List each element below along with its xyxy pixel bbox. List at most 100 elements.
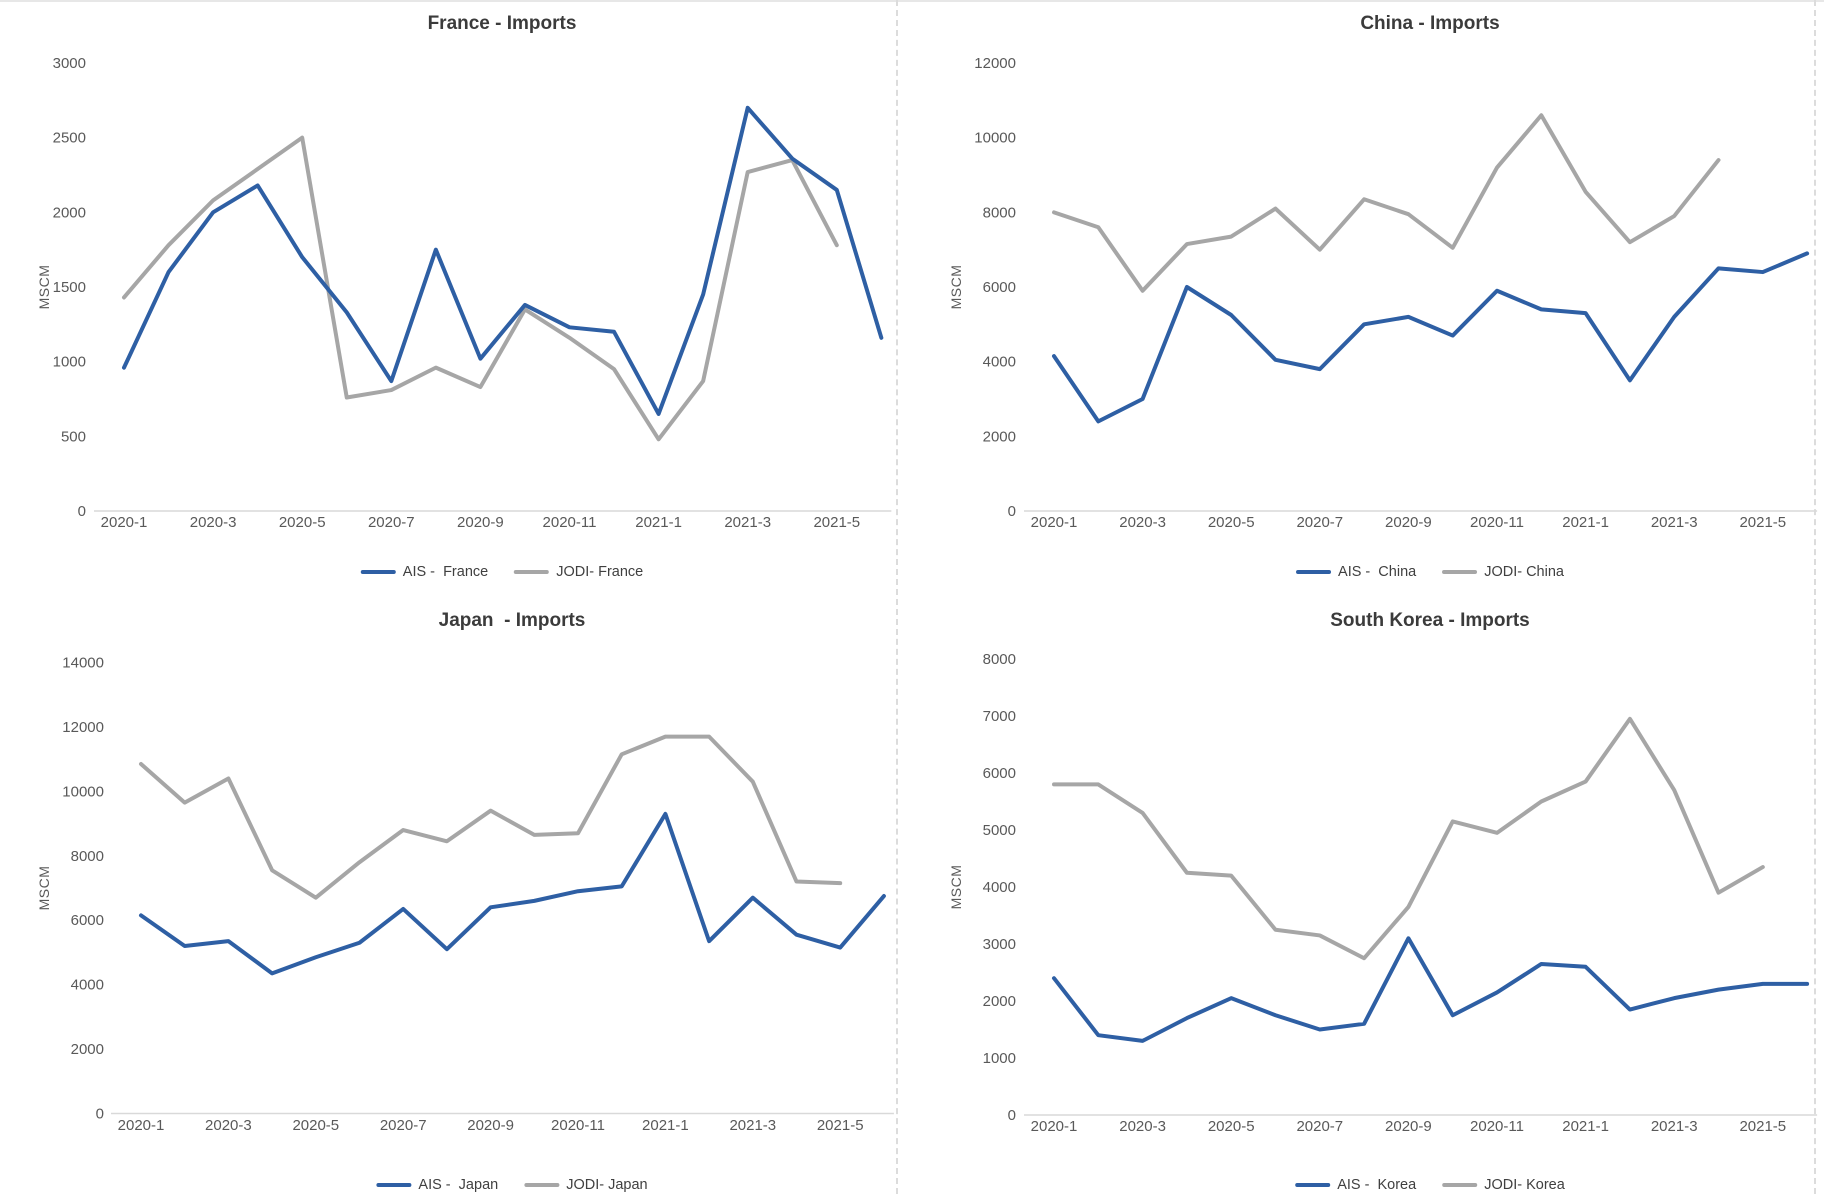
y-tick-label: 6000 [983, 765, 1016, 782]
jodi-line-swatch [514, 570, 550, 574]
chart-panel-south-korea: South Korea - Imports MSCM 0 1000 2000 3000… [912, 597, 1824, 1194]
legend-label: AIS - Japan [418, 1177, 499, 1193]
y-tick-label: 6000 [71, 912, 104, 929]
legend-item-ais: AIS - France [360, 564, 489, 580]
legend-label: JODI- Japan [566, 1177, 648, 1193]
x-tick-label: 2020-3 [190, 514, 237, 531]
ais-line-swatch [360, 570, 396, 574]
x-tick-label: 2020-9 [1385, 1118, 1432, 1135]
x-tick-label: 2020-3 [1119, 1118, 1166, 1135]
jodi-series-line [1052, 113, 1721, 293]
x-tick-label: 2021-5 [817, 1117, 864, 1134]
legend-item-jodi: JODI- France [514, 564, 643, 580]
x-tick-label: 2020-1 [1031, 514, 1078, 531]
legend-label: JODI- Korea [1484, 1177, 1565, 1193]
legend-item-jodi: JODI- China [1442, 564, 1564, 580]
y-tick-label: 10000 [62, 783, 104, 800]
x-tick-label: 2020-11 [551, 1117, 605, 1134]
legend-label: JODI- France [556, 564, 644, 580]
x-tick-label: 2020-7 [1296, 1118, 1343, 1135]
y-tick-label: 2000 [983, 993, 1016, 1010]
x-tick-label: 2021-3 [1651, 1118, 1698, 1135]
x-tick-label: 2021-5 [813, 514, 860, 531]
x-tick-label: 2020-3 [205, 1117, 252, 1134]
chart-panel-france: France - Imports MSCM 0 500 1000 1500 2000 25… [0, 0, 912, 597]
chart-panel-china: China - Imports MSCM 0 2000 4000 6000 8000 10… [912, 0, 1824, 597]
legend-item-ais: AIS - China [1296, 564, 1416, 580]
x-tick-label: 2021-1 [1562, 514, 1609, 531]
y-tick-label: 0 [96, 1106, 104, 1123]
y-tick-label: 0 [1008, 1107, 1016, 1124]
legend-china: AIS - China JODI- China [1296, 564, 1564, 580]
y-tick-label: 10000 [974, 130, 1016, 147]
ais-line-swatch [1296, 570, 1332, 574]
x-tick-label: 2020-11 [1470, 514, 1524, 531]
legend-japan: AIS - Japan JODI- Japan [376, 1177, 648, 1193]
page-break-line [896, 0, 898, 1194]
x-tick-label: 2020-9 [457, 514, 504, 531]
jodi-series-line [1052, 716, 1765, 961]
y-tick-label: 12000 [62, 719, 104, 736]
legend-label: AIS - France [402, 564, 489, 580]
y-tick-label: 6000 [983, 279, 1016, 296]
chart-panel-japan: Japan - Imports MSCM 0 2000 4000 6000 8000 10… [0, 597, 912, 1194]
y-tick-label: 5000 [983, 822, 1016, 839]
legend-france: AIS - France JODI- France [360, 564, 643, 580]
plot-area-south-korea: 0 1000 2000 3000 4000 5000 6000 7000 8000 2020-1 2… [983, 651, 1818, 1135]
x-tick-label: 2020-5 [279, 514, 326, 531]
chart-title-china: China - Imports [1360, 13, 1500, 34]
page-top-border [0, 0, 1824, 2]
x-tick-label: 2021-1 [1562, 1118, 1609, 1135]
y-tick-label: 14000 [62, 655, 104, 672]
y-tick-label: 8000 [983, 651, 1016, 668]
ais-series-line [1052, 936, 1810, 1043]
y-tick-label: 0 [78, 503, 86, 520]
y-tick-label: 1500 [53, 279, 86, 296]
y-tick-label: 12000 [974, 55, 1016, 72]
x-tick-label: 2021-3 [724, 514, 771, 531]
plot-area-japan: 0 2000 4000 6000 8000 10000 12000 14000 2020-1 20… [62, 655, 894, 1134]
y-tick-label: 4000 [71, 977, 104, 994]
legend-label: AIS - China [1338, 564, 1417, 580]
x-tick-label: 2020-9 [467, 1117, 514, 1134]
legend-item-jodi: JODI- Korea [1442, 1177, 1565, 1193]
x-tick-label: 2021-5 [1739, 514, 1786, 531]
x-tick-label: 2020-5 [292, 1117, 339, 1134]
legend-label: AIS - Korea [1337, 1177, 1417, 1193]
y-tick-label: 2000 [983, 428, 1016, 445]
y-tick-label: 1000 [53, 354, 86, 371]
y-tick-label: 3000 [53, 55, 86, 72]
jodi-line-swatch [1442, 1183, 1478, 1187]
legend-item-ais: AIS - Japan [376, 1177, 498, 1193]
y-tick-label: 7000 [983, 708, 1016, 725]
x-tick-label: 2021-1 [635, 514, 682, 531]
x-tick-label: 2020-7 [1296, 514, 1343, 531]
x-tick-label: 2020-5 [1208, 1118, 1255, 1135]
y-tick-label: 1000 [983, 1050, 1016, 1067]
y-tick-label: 500 [61, 428, 86, 445]
y-tick-label: 0 [1008, 503, 1016, 520]
y-tick-label: 4000 [983, 879, 1016, 896]
chart-title-japan: Japan - Imports [438, 610, 586, 631]
x-tick-label: 2020-7 [380, 1117, 427, 1134]
y-tick-label: 4000 [983, 354, 1016, 371]
ais-line-swatch [1295, 1183, 1331, 1187]
x-tick-label: 2020-1 [1031, 1118, 1078, 1135]
jodi-line-swatch [1442, 570, 1478, 574]
y-tick-label: 2000 [53, 204, 86, 221]
jodi-line-swatch [524, 1183, 560, 1187]
legend-label: JODI- China [1484, 564, 1564, 580]
page-break-line [1814, 0, 1816, 1194]
x-tick-label: 2020-3 [1119, 514, 1166, 531]
ais-line-swatch [376, 1183, 412, 1187]
x-tick-label: 2020-11 [1470, 1118, 1524, 1135]
x-tick-label: 2020-1 [101, 514, 148, 531]
y-tick-label: 8000 [983, 204, 1016, 221]
x-tick-label: 2020-9 [1385, 514, 1432, 531]
y-tick-label: 2000 [71, 1041, 104, 1058]
legend-south-korea: AIS - Korea JODI- Korea [1295, 1177, 1565, 1193]
jodi-series-line [139, 734, 843, 900]
plot-area-china: 0 2000 4000 6000 8000 10000 12000 2020-1 2020-3 2… [974, 55, 1818, 531]
x-tick-label: 2020-5 [1208, 514, 1255, 531]
